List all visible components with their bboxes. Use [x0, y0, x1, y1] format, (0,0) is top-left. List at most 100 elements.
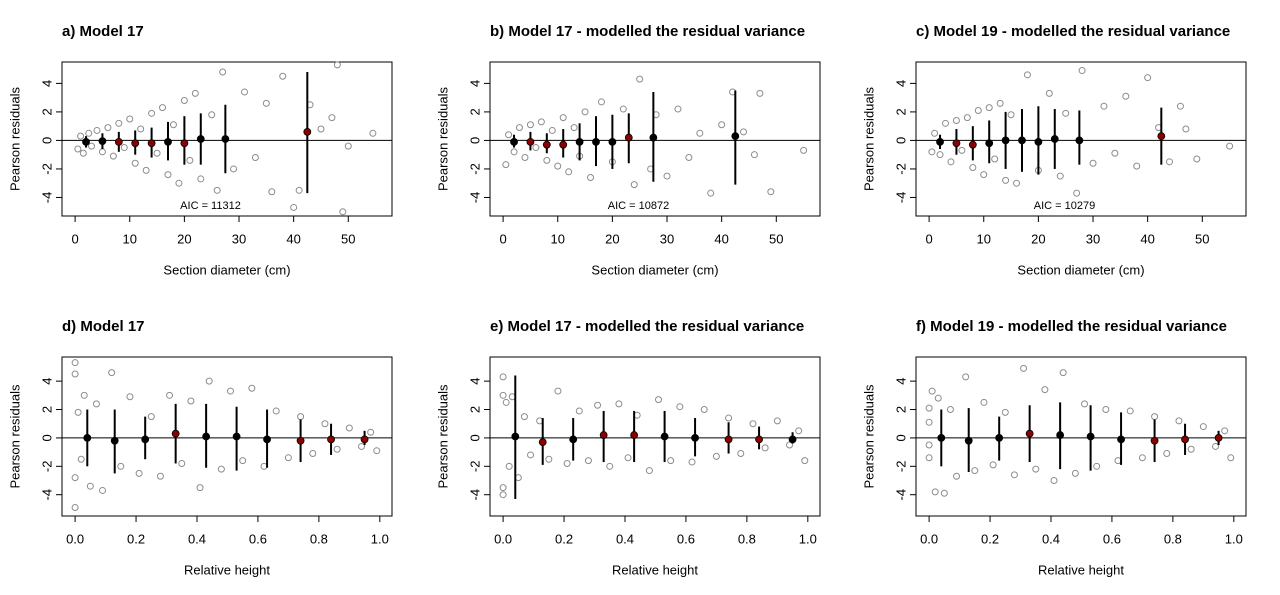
- residual-point: [1056, 172, 1064, 180]
- bin-mean: [221, 135, 230, 143]
- bin-mean: [202, 432, 211, 441]
- bin-mean: [964, 436, 973, 445]
- residual-point: [707, 189, 715, 197]
- panel-title: e) Model 17 - modelled the residual vari…: [490, 318, 804, 335]
- x-tick-label: 0.4: [188, 531, 206, 546]
- residual-point: [1023, 71, 1031, 79]
- bin-mean: [624, 133, 633, 142]
- x-tick-label: 10: [551, 231, 565, 246]
- residual-point: [1175, 417, 1183, 425]
- x-tick-label: 1.0: [371, 531, 389, 546]
- residual-point: [1045, 89, 1053, 97]
- y-tick-label: -2: [893, 163, 908, 175]
- x-tick-label: 1.0: [799, 531, 817, 546]
- y-tick-label: 2: [39, 108, 54, 115]
- residual-point: [750, 151, 758, 159]
- x-tick-label: 0.8: [738, 531, 756, 546]
- x-axis-label: Relative height: [1038, 562, 1124, 577]
- y-tick-label: 4: [893, 378, 908, 385]
- residual-point: [137, 125, 145, 133]
- x-tick-label: 0: [925, 231, 932, 246]
- bin-mean: [995, 434, 1004, 442]
- residual-point: [1163, 450, 1171, 458]
- residual-point: [85, 129, 93, 137]
- x-tick-label: 0.2: [555, 531, 573, 546]
- bin-mean: [196, 135, 205, 143]
- plot-frame: [489, 356, 821, 517]
- aic-annotation: AIC = 10872: [608, 200, 669, 212]
- bin-mean: [1018, 136, 1026, 145]
- residual-point: [499, 484, 507, 492]
- residual-point: [1062, 109, 1070, 117]
- residual-point: [548, 126, 556, 134]
- residual-point: [934, 394, 942, 402]
- y-axis-label: Pearson residuals: [861, 384, 876, 489]
- residual-point: [196, 484, 204, 492]
- residual-point: [718, 121, 726, 129]
- residual-point: [367, 428, 375, 436]
- residual-point: [279, 72, 287, 80]
- residual-point: [786, 441, 794, 449]
- residual-point: [71, 474, 79, 482]
- x-tick-label: 30: [660, 231, 674, 246]
- residual-point: [980, 171, 988, 179]
- x-tick-label: 40: [1140, 231, 1154, 246]
- residual-point: [186, 156, 194, 164]
- residual-point: [178, 459, 186, 467]
- x-tick-label: 50: [769, 231, 783, 246]
- residual-point: [925, 441, 933, 449]
- bin-mean: [1117, 435, 1125, 444]
- residual-point: [767, 188, 775, 196]
- residual-point: [166, 391, 174, 399]
- residual-point: [800, 146, 808, 154]
- y-tick-label: 2: [893, 108, 908, 115]
- bin-mean: [511, 432, 520, 441]
- residual-point: [1166, 158, 1174, 166]
- residual-point: [230, 165, 238, 173]
- residual-point: [77, 132, 85, 140]
- residual-point: [1089, 159, 1097, 167]
- x-tick-label: 0.8: [1164, 531, 1182, 546]
- residual-point: [321, 420, 329, 428]
- x-tick-label: 0.0: [920, 531, 938, 546]
- residual-point: [1111, 149, 1119, 157]
- x-tick-label: 1.0: [1225, 531, 1243, 546]
- residual-point: [272, 407, 280, 415]
- bin-mean: [724, 435, 733, 444]
- x-axis-label: Relative height: [612, 562, 698, 577]
- bin-mean: [263, 435, 271, 444]
- residual-point: [240, 88, 248, 96]
- residual-point: [191, 89, 199, 97]
- residual-point: [1010, 471, 1018, 479]
- x-tick-label: 0.6: [1103, 531, 1121, 546]
- residual-point: [663, 172, 671, 180]
- panel-title: d) Model 17: [62, 318, 145, 335]
- y-tick-label: -4: [893, 489, 908, 501]
- residual-point: [1071, 469, 1079, 477]
- residual-point: [74, 408, 82, 416]
- residual-point: [499, 373, 507, 381]
- bin-mean: [1001, 136, 1010, 145]
- x-tick-label: 10: [123, 231, 137, 246]
- y-tick-label: 2: [467, 108, 482, 115]
- bin-mean: [559, 140, 568, 149]
- bin-mean: [788, 435, 797, 444]
- residual-point: [700, 406, 708, 414]
- residual-point: [597, 98, 605, 106]
- residual-point: [1226, 142, 1234, 150]
- residual-point: [1138, 454, 1146, 462]
- y-tick-label: 2: [467, 406, 482, 413]
- bin-mean: [691, 434, 699, 442]
- residual-point: [931, 129, 939, 137]
- y-tick-label: -2: [467, 461, 482, 473]
- residual-point: [685, 154, 693, 162]
- residual-point: [989, 461, 997, 469]
- residual-point: [962, 373, 970, 381]
- residual-point: [333, 445, 341, 453]
- residual-point: [156, 472, 164, 480]
- bin-mean: [936, 137, 944, 146]
- residual-point: [931, 488, 939, 496]
- bin-mean: [526, 137, 535, 146]
- y-tick-label: 4: [39, 80, 54, 87]
- residual-point: [1078, 67, 1086, 75]
